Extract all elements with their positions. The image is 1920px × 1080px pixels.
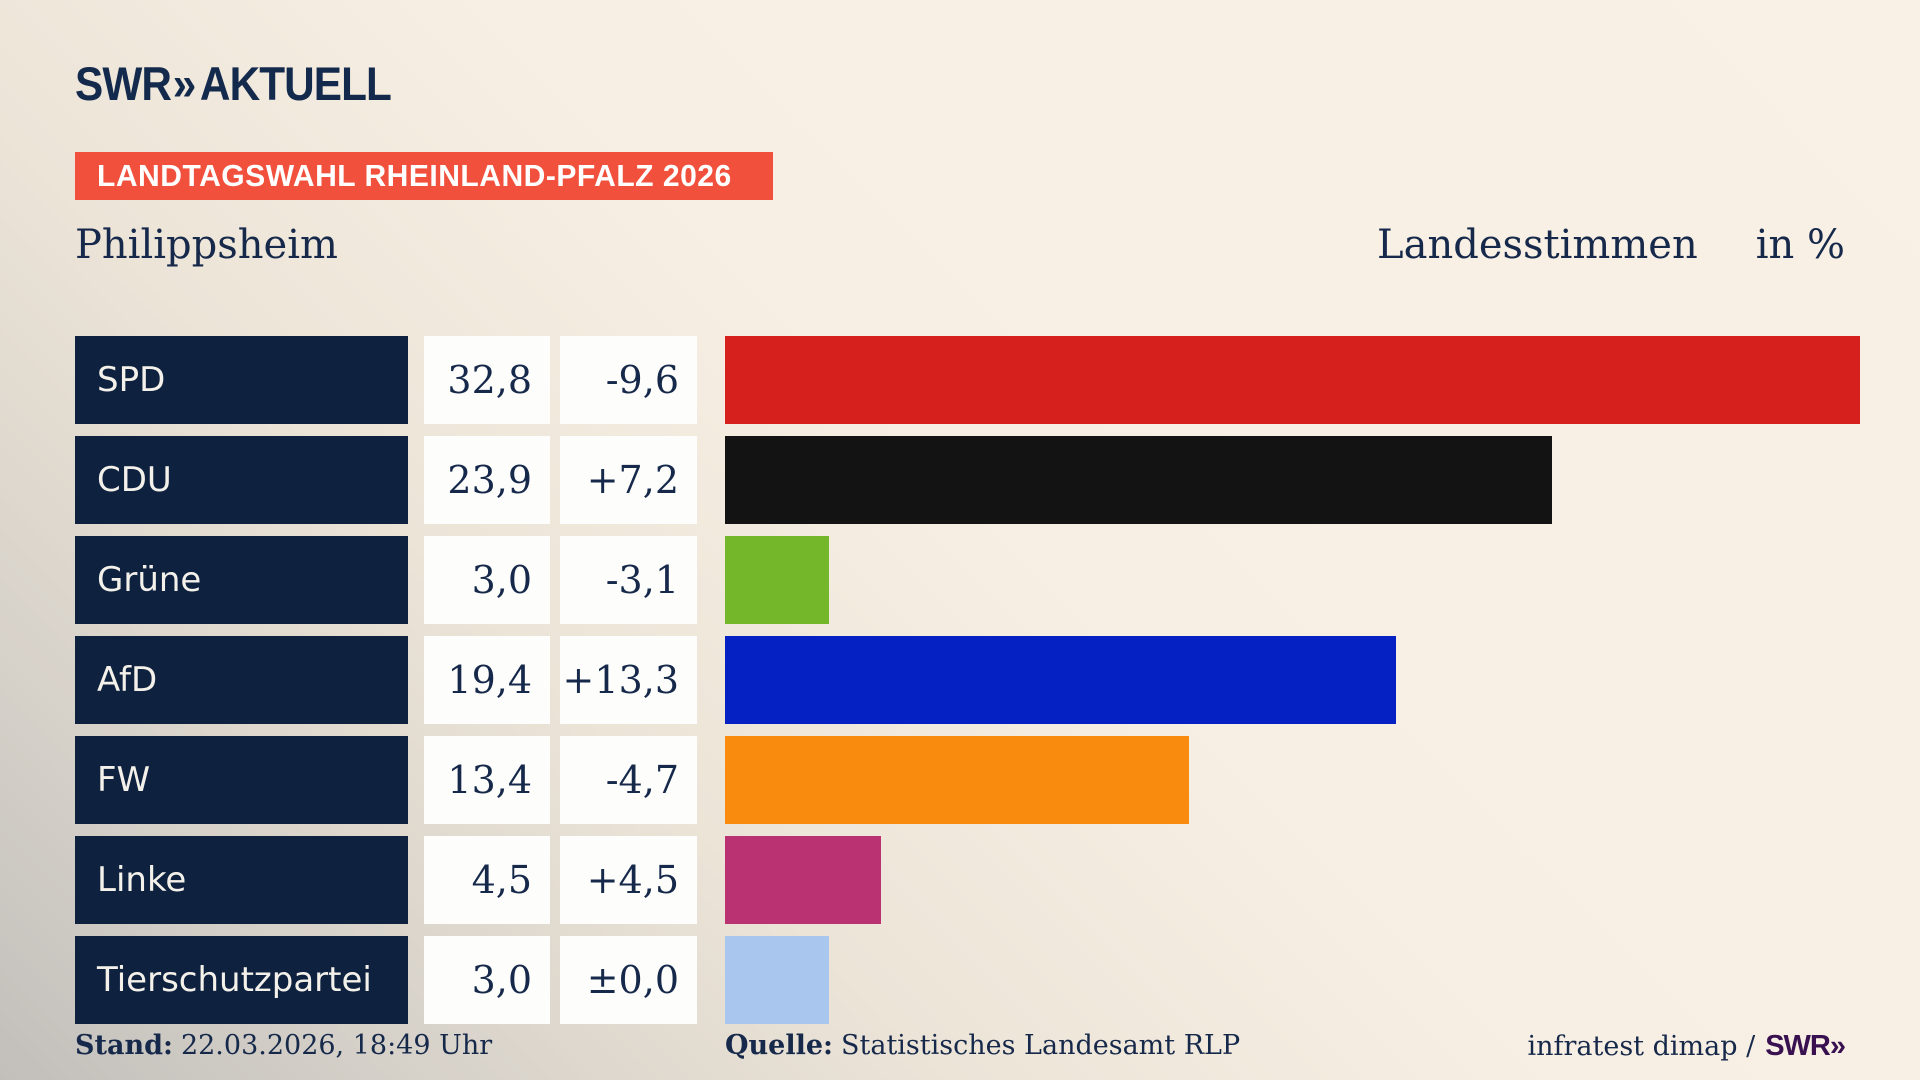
swr-aktuell-logo: SWR» AKTUELL <box>75 56 392 111</box>
value-box: 13,4 <box>424 736 550 824</box>
value-box: 3,0 <box>424 936 550 1024</box>
party-label-box: FW <box>75 736 408 824</box>
election-banner: LANDTAGSWAHL RHEINLAND-PFALZ 2026 <box>75 152 774 200</box>
stand-value: 22.03.2026, 18:49 Uhr <box>180 1030 493 1061</box>
bar-track <box>725 636 1860 724</box>
change-value: +7,2 <box>586 458 679 502</box>
change-value: -3,1 <box>605 558 679 602</box>
party-name: SPD <box>97 360 166 400</box>
stand-timestamp: Stand: 22.03.2026, 18:49 Uhr <box>75 1030 492 1061</box>
change-value: +4,5 <box>586 858 679 902</box>
result-bar <box>725 836 881 924</box>
unit-label: in % <box>1755 222 1845 268</box>
bar-track <box>725 936 1860 1024</box>
change-value: +13,3 <box>562 658 679 702</box>
value-percent: 3,0 <box>471 558 532 602</box>
value-box: 3,0 <box>424 536 550 624</box>
change-box: ±0,0 <box>560 936 697 1024</box>
value-percent: 3,0 <box>471 958 532 1002</box>
bar-track <box>725 836 1860 924</box>
party-name: Tierschutzpartei <box>97 960 372 1000</box>
bar-track <box>725 536 1860 624</box>
result-row: SPD 32,8 -9,6 <box>0 336 1920 424</box>
result-row: Tierschutzpartei 3,0 ±0,0 <box>0 936 1920 1024</box>
bar-track <box>725 436 1860 524</box>
change-box: +7,2 <box>560 436 697 524</box>
swr-wordmark: SWR <box>75 57 172 110</box>
result-bar <box>725 436 1553 524</box>
aktuell-wordmark: AKTUELL <box>199 57 392 110</box>
source-value: Statistisches Landesamt RLP <box>841 1030 1241 1061</box>
change-box: +4,5 <box>560 836 697 924</box>
bar-track <box>725 336 1860 424</box>
change-value: -4,7 <box>605 758 679 802</box>
party-label-box: Tierschutzpartei <box>75 936 408 1024</box>
party-label-box: AfD <box>75 636 408 724</box>
result-row: CDU 23,9 +7,2 <box>0 436 1920 524</box>
source-note: Quelle: Statistisches Landesamt RLP <box>725 1030 1240 1061</box>
change-box: -4,7 <box>560 736 697 824</box>
result-bar <box>725 536 829 624</box>
party-label-box: Linke <box>75 836 408 924</box>
value-percent: 4,5 <box>471 858 532 902</box>
party-name: AfD <box>97 660 158 700</box>
credit-note: infratest dimap / SWR» <box>1527 1030 1846 1063</box>
swr-footer-logo: SWR» <box>1765 1030 1846 1062</box>
value-box: 4,5 <box>424 836 550 924</box>
party-name: CDU <box>97 460 172 500</box>
change-box: -3,1 <box>560 536 697 624</box>
party-label-box: SPD <box>75 336 408 424</box>
result-bar <box>725 936 829 1024</box>
value-percent: 23,9 <box>447 458 532 502</box>
value-percent: 32,8 <box>447 358 532 402</box>
bar-track <box>725 736 1860 824</box>
value-box: 23,9 <box>424 436 550 524</box>
result-row: Linke 4,5 +4,5 <box>0 836 1920 924</box>
stand-label: Stand: <box>75 1030 173 1061</box>
source-label: Quelle: <box>725 1030 833 1061</box>
result-row: AfD 19,4 +13,3 <box>0 636 1920 724</box>
party-name: FW <box>97 760 151 800</box>
result-row: Grüne 3,0 -3,1 <box>0 536 1920 624</box>
credit-text: infratest dimap / <box>1527 1031 1756 1062</box>
party-label-box: Grüne <box>75 536 408 624</box>
value-box: 32,8 <box>424 336 550 424</box>
value-box: 19,4 <box>424 636 550 724</box>
party-name: Grüne <box>97 560 202 600</box>
value-percent: 19,4 <box>447 658 532 702</box>
change-box: +13,3 <box>560 636 697 724</box>
change-value: -9,6 <box>605 358 679 402</box>
party-name: Linke <box>97 860 187 900</box>
result-bar <box>725 636 1397 724</box>
double-chevron-icon: » <box>172 57 197 110</box>
municipality-title: Philippsheim <box>75 222 338 268</box>
value-percent: 13,4 <box>447 758 532 802</box>
result-bar <box>725 736 1189 824</box>
change-value: ±0,0 <box>586 958 679 1002</box>
election-banner-text: LANDTAGSWAHL RHEINLAND-PFALZ 2026 <box>97 158 732 193</box>
result-row: FW 13,4 -4,7 <box>0 736 1920 824</box>
party-label-box: CDU <box>75 436 408 524</box>
change-box: -9,6 <box>560 336 697 424</box>
measure-label: Landesstimmen <box>1377 222 1698 268</box>
result-bar <box>725 336 1860 424</box>
measure-title: Landesstimmen in % <box>1377 222 1845 268</box>
